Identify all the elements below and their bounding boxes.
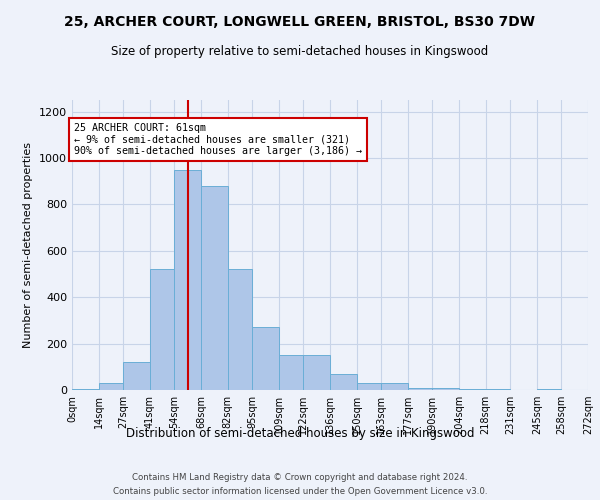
Bar <box>356 383 381 390</box>
Bar <box>123 362 150 390</box>
Text: Size of property relative to semi-detached houses in Kingswood: Size of property relative to semi-detach… <box>112 45 488 58</box>
Bar <box>381 383 408 390</box>
Bar <box>150 270 175 390</box>
Bar <box>330 374 356 390</box>
Text: 25, ARCHER COURT, LONGWELL GREEN, BRISTOL, BS30 7DW: 25, ARCHER COURT, LONGWELL GREEN, BRISTO… <box>65 15 536 29</box>
Bar <box>408 388 433 390</box>
Text: Contains HM Land Registry data © Crown copyright and database right 2024.: Contains HM Land Registry data © Crown c… <box>132 472 468 482</box>
Bar <box>252 328 279 390</box>
Bar <box>98 383 123 390</box>
Bar <box>459 389 485 390</box>
Bar <box>227 270 252 390</box>
Bar <box>72 389 98 390</box>
Bar <box>433 388 459 390</box>
Bar <box>175 170 201 390</box>
Text: Contains public sector information licensed under the Open Government Licence v3: Contains public sector information licen… <box>113 488 487 496</box>
Bar <box>279 355 304 390</box>
Y-axis label: Number of semi-detached properties: Number of semi-detached properties <box>23 142 34 348</box>
Bar <box>537 389 562 390</box>
Text: 25 ARCHER COURT: 61sqm
← 9% of semi-detached houses are smaller (321)
90% of sem: 25 ARCHER COURT: 61sqm ← 9% of semi-deta… <box>74 123 362 156</box>
Bar <box>304 355 330 390</box>
Bar <box>201 186 227 390</box>
Bar <box>485 389 510 390</box>
Text: Distribution of semi-detached houses by size in Kingswood: Distribution of semi-detached houses by … <box>126 428 474 440</box>
